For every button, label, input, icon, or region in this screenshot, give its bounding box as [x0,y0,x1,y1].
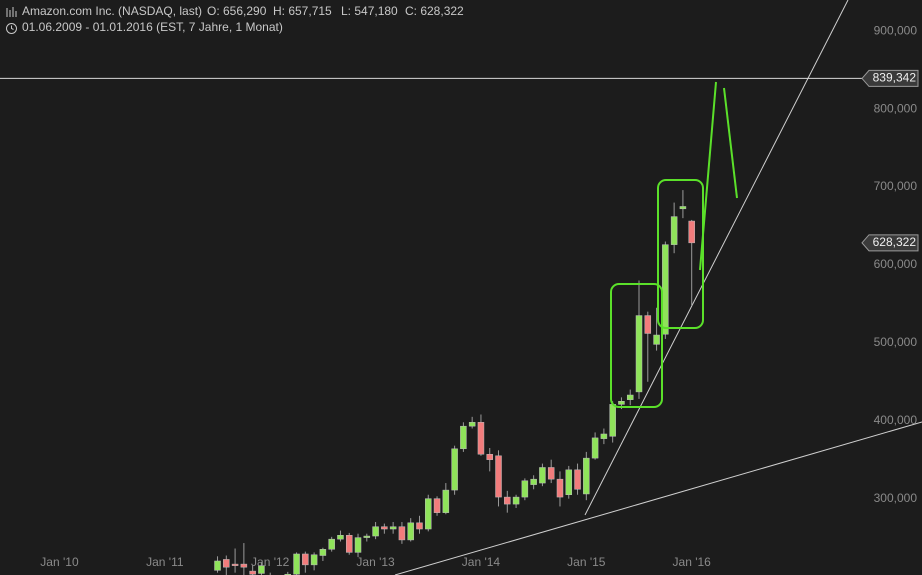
low-label: L: 547,180 [341,4,398,18]
candle-body [547,467,555,480]
level-box [861,69,919,87]
candle-body [635,315,643,393]
candle-body [223,559,230,568]
candle-body [530,478,537,485]
annotations [610,81,738,408]
candle-body [679,206,687,210]
candle-body [539,467,546,484]
chart-title: Amazon.com Inc. (NASDAQ, last) [22,4,202,18]
candle-body [556,478,564,498]
candle-body [407,522,414,541]
candle-body [486,453,493,460]
candle-body [381,526,388,530]
x-tick-label: Jan '13 [356,555,395,569]
projection-line [699,81,717,271]
candle-body [293,553,300,575]
candle-body [477,422,485,455]
candle-body [319,549,327,556]
candle-body [249,570,256,575]
highlight-box [657,179,704,329]
candle-body [688,220,695,244]
chart-icon [6,7,17,17]
candle-body [653,334,660,345]
y-tick-label: 400,000 [874,413,918,427]
high-label: H: 657,715 [273,4,332,18]
candle-body [600,433,608,439]
x-tick-label: Jan '16 [673,555,712,569]
candle-body [363,535,371,538]
candle-body [626,394,634,400]
candle-body [468,422,476,427]
y-tick-label: 300,000 [874,491,918,505]
projection-line [723,87,738,199]
candle-body [398,526,406,541]
candle-body [433,498,441,513]
candle-body [425,498,432,530]
period: 01.06.2009 - 01.01.2016 (EST, 7 Jahre, 1… [22,20,283,34]
x-tick-label: Jan '11 [146,555,184,569]
candle-body [591,437,599,459]
candle-body [609,404,616,437]
candle-body [214,560,221,571]
last-price-label: 628,322 [873,235,917,249]
candle-body [337,535,344,540]
header: Amazon.com Inc. (NASDAQ, last) O: 656,29… [6,4,464,34]
trend-line [584,0,849,516]
trend-line [394,421,922,575]
candle-body [574,469,581,490]
candle-body [389,526,397,530]
candle-body [240,563,248,568]
candle-body [644,315,652,334]
candle-body [460,425,467,450]
candle-body [618,401,625,405]
candle-body [451,448,458,491]
candle-body [504,496,511,505]
y-tick-label: 600,000 [874,257,918,271]
candle-body [310,554,318,566]
x-tick-label: Jan '10 [40,555,79,569]
close-label: C: 628,322 [405,4,464,18]
candle-body [495,455,502,498]
candle-body [416,522,423,530]
candle-body [328,538,335,550]
highlight-box [610,283,663,408]
clock-icon [6,23,17,34]
candle-body [662,244,669,335]
y-tick-label: 800,000 [874,101,918,115]
x-tick-label: Jan '12 [251,555,290,569]
candle-body [354,537,362,553]
candle-body [302,553,309,566]
level-label: 839,342 [873,71,917,85]
candle-body [565,469,573,495]
candle-body [258,565,265,574]
candle-body [583,457,590,495]
candle-body [231,563,239,566]
y-tick-label: 700,000 [874,179,918,193]
candle-body [512,496,520,505]
open-label: O: 656,290 [207,4,267,18]
candle-body [670,216,678,245]
y-tick-label: 500,000 [874,335,918,349]
candle-body [345,535,353,553]
x-tick-label: Jan '15 [567,555,606,569]
candle-body [521,480,529,498]
drawings [394,0,922,575]
candle-body [442,489,450,513]
last-price-box [861,234,919,252]
x-tick-label: Jan '14 [462,555,501,569]
candle-body [372,526,379,537]
y-tick-label: 900,000 [874,23,918,37]
candles [214,190,695,575]
